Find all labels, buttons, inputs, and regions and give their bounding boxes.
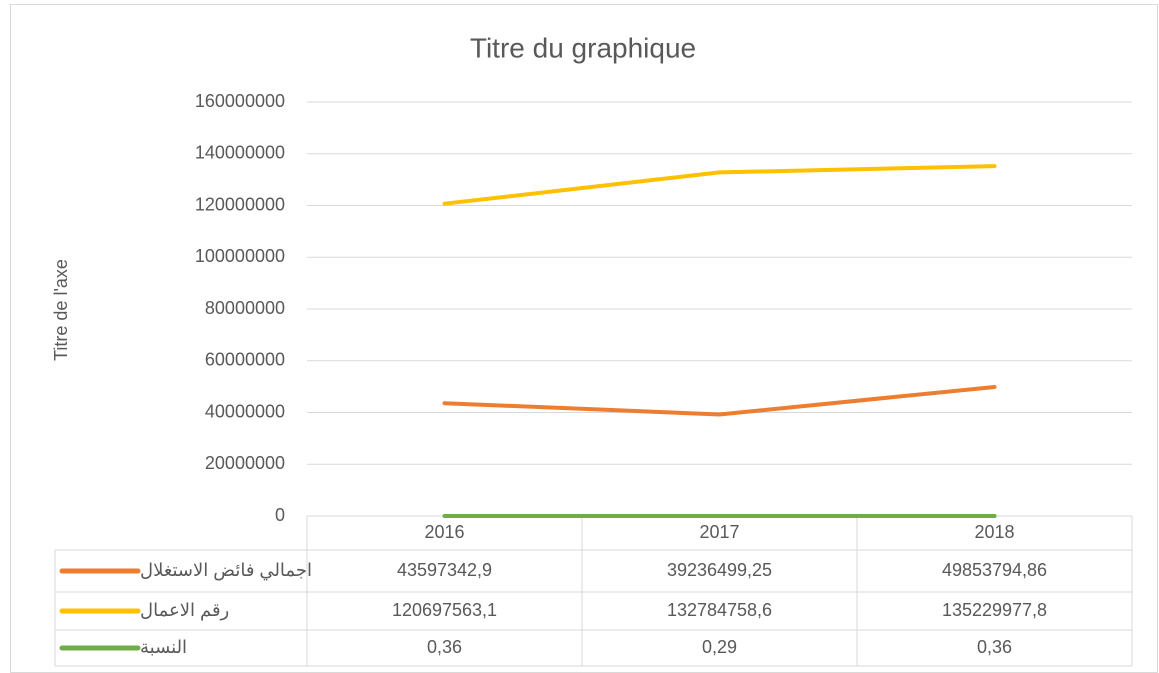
y-tick-label: 0 xyxy=(275,505,285,525)
y-tick-label: 20000000 xyxy=(205,453,285,473)
y-tick-label: 80000000 xyxy=(205,298,285,318)
y-tick-label: 60000000 xyxy=(205,350,285,370)
y-tick-label: 120000000 xyxy=(195,194,285,214)
table-value: 0,36 xyxy=(427,637,462,657)
x-tick-label: 2017 xyxy=(699,522,739,542)
y-axis-title: Titre de l'axe xyxy=(51,259,71,361)
y-tick-label: 100000000 xyxy=(195,246,285,266)
table-value: 120697563,1 xyxy=(392,600,497,620)
y-tick-label: 140000000 xyxy=(195,143,285,163)
x-tick-label: 2018 xyxy=(974,522,1014,542)
table-value: 0,29 xyxy=(702,637,737,657)
y-tick-label: 40000000 xyxy=(205,401,285,421)
legend-label: رقم الاعمال xyxy=(140,600,229,621)
x-tick-label: 2016 xyxy=(424,522,464,542)
chart-title: Titre du graphique xyxy=(470,32,696,63)
table-value: 43597342,9 xyxy=(397,560,492,580)
table-value: 0,36 xyxy=(977,637,1012,657)
series-line xyxy=(442,164,997,206)
legend-label: اجمالي فائض الاستغلال xyxy=(140,560,312,581)
table-value: 132784758,6 xyxy=(667,600,772,620)
legend-label: النسبة xyxy=(140,637,187,657)
table-value: 39236499,25 xyxy=(667,560,772,580)
series-line xyxy=(442,385,997,417)
y-tick-label: 160000000 xyxy=(195,91,285,111)
chart-frame xyxy=(10,4,1158,673)
table-value: 49853794,86 xyxy=(942,560,1047,580)
table-value: 135229977,8 xyxy=(942,600,1047,620)
